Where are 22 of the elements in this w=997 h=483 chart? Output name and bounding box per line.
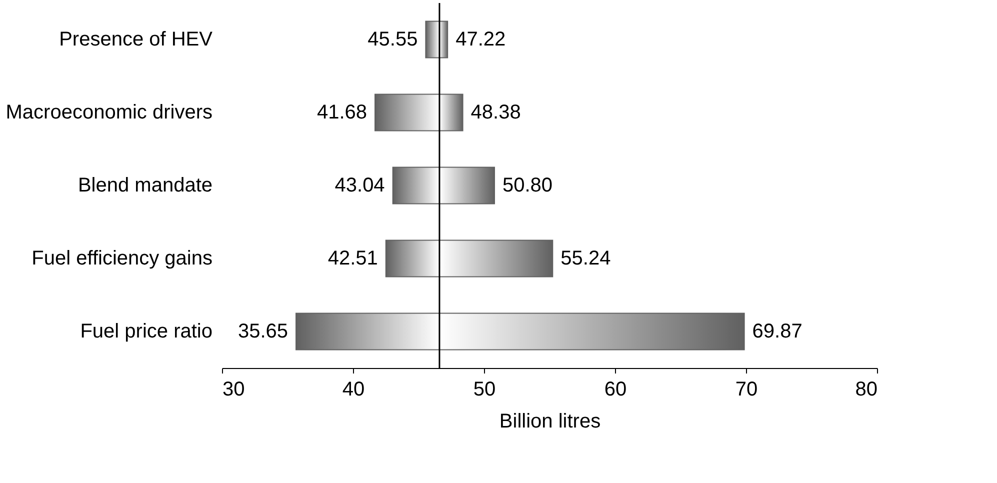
annotation: 41.68 (316, 102, 368, 124)
y-tick-label: Fuel price ratio (80, 320, 212, 342)
annotation: 48.38 (470, 102, 521, 124)
annotation: 69.87 (752, 320, 802, 342)
x-tick-label: 70 (735, 378, 758, 400)
annotation: 47.22 (456, 28, 506, 50)
x-tick-label: 50 (473, 378, 496, 400)
annotation: 43.04 (334, 174, 385, 196)
annotation: 50.80 (502, 174, 553, 196)
y-tick-label: Fuel efficiency gains (32, 248, 212, 270)
x-tick-label: 60 (604, 378, 627, 400)
x-tick-label: 40 (342, 378, 365, 400)
x-tick-label: 80 (855, 378, 878, 400)
y-tick-label: Macroeconomic drivers (6, 102, 212, 124)
x-tick-label: 30 (222, 378, 245, 400)
y-tick-label: Blend mandate (78, 174, 212, 196)
annotation: 35.65 (238, 320, 288, 342)
annotation: 42.51 (328, 248, 378, 270)
y-tick-label: Presence of HEV (59, 28, 214, 50)
x-axis-title: Billion litres (499, 410, 601, 432)
annotation: 45.55 (368, 28, 418, 50)
annotation: 55.24 (560, 248, 611, 270)
